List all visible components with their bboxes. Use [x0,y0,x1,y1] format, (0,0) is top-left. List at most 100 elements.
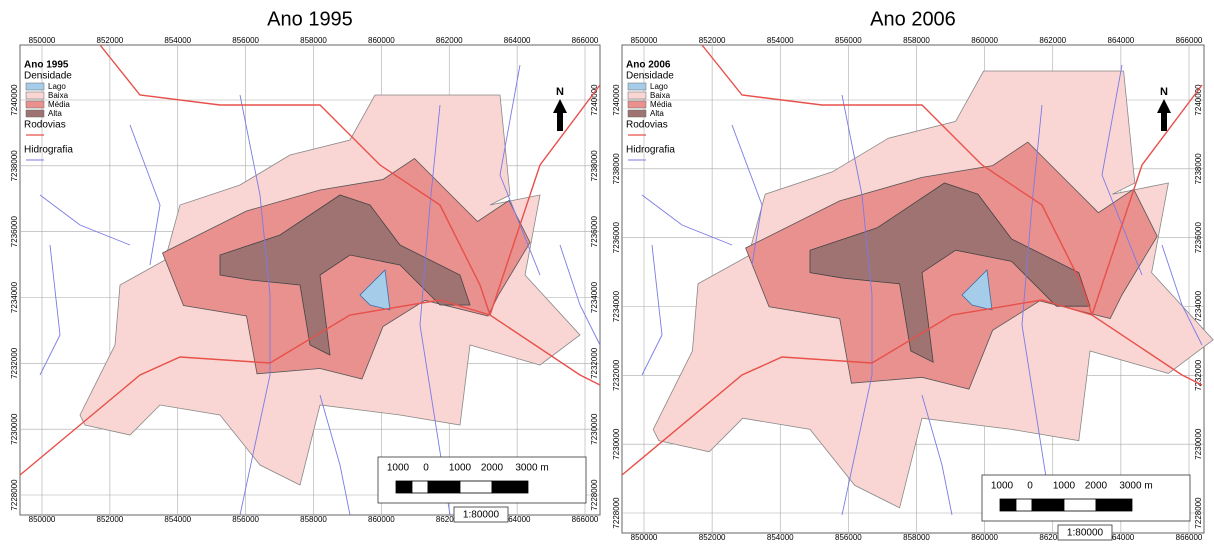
north-label: N [556,86,564,98]
river [731,124,763,266]
y-tick-label: 7232000 [1194,359,1203,391]
y-tick-label: 7240000 [612,84,621,116]
legend-label: Rodovias [24,120,66,131]
x-tick-label: 860000 [971,533,998,542]
road [19,299,601,476]
map-panel: 850000 850000 852000 852000 854000 854000 8560… [10,36,601,524]
scale-box [981,474,1191,522]
scale-segment [491,480,529,494]
y-tick-label: 7230000 [1194,428,1203,460]
x-tick-label: 856000 [232,515,259,524]
river [641,194,733,246]
scale-label: 2000 [481,463,504,474]
x-tick-label: 866000 [1176,36,1203,45]
legend-swatch [627,91,647,100]
area-alta [219,194,471,356]
y-tick-label: 7238000 [10,150,19,182]
x-tick-label: 856000 [835,36,862,45]
x-tick-label: 858000 [903,36,930,45]
y-tick-label: 7234000 [590,281,599,313]
x-tick-label: 864000 [504,36,531,45]
north-label: N [1160,86,1168,98]
scale-segment [1063,498,1097,512]
scale-segment [999,498,1017,512]
x-tick-label: 866000 [572,515,599,524]
y-tick-label: 7234000 [10,281,19,313]
legend-swatch [627,100,647,109]
scale-segment [1095,498,1133,512]
scale-label: 3000 m [1119,481,1152,492]
y-tick-label: 7232000 [10,347,19,379]
x-tick-label: 858000 [903,533,930,542]
x-tick-label: 862000 [436,36,463,45]
legend-swatch [627,82,647,91]
x-tick-label: 852000 [699,533,726,542]
scale-label: 0 [423,463,429,474]
river [129,124,161,266]
x-tick-label: 854000 [767,36,794,45]
legend-label: Lago [650,82,668,91]
x-tick-label: 864000 [1108,36,1135,45]
scale-segment [1031,498,1065,512]
north-arrow [1157,99,1171,131]
legend-label: Média [48,100,70,109]
river [559,244,601,346]
x-tick-label: 856000 [835,533,862,542]
x-tick-label: 858000 [300,515,327,524]
map-panel: 850000 850000 852000 852000 854000 854000 8560… [612,36,1214,542]
legend-label: Hidrografia [24,145,73,156]
x-tick-label: 864000 [1108,533,1135,542]
scale-label: 1000 [387,463,410,474]
area-media [745,141,1158,390]
y-tick-label: 7238000 [612,153,621,185]
area-alta [809,182,1091,363]
x-tick-label: 860000 [368,36,395,45]
x-tick-label: 860000 [368,515,395,524]
x-tick-label: 860000 [971,36,998,45]
x-tick-label: 866000 [572,36,599,45]
y-tick-label: 7238000 [1194,153,1203,185]
x-tick-label: 864000 [504,515,531,524]
y-tick-label: 7228000 [612,497,621,529]
panel-title: Ano 2006 [870,8,956,30]
x-tick-label: 850000 [631,36,658,45]
y-tick-label: 7230000 [10,413,19,445]
river [319,394,351,516]
river [239,94,271,516]
legend-title: Ano 2006 [626,60,671,71]
x-tick-label: 866000 [1176,533,1203,542]
legend-swatch [25,91,45,100]
x-tick-label: 850000 [29,36,56,45]
road [701,44,1093,316]
y-tick-label: 7238000 [590,150,599,182]
river [419,104,451,516]
legend-swatch [25,109,45,118]
y-tick-label: 7234000 [1194,290,1203,322]
legend-subtitle: Densidade [24,71,72,82]
legend-label: Baixa [48,91,69,100]
panel-title: Ano 1995 [267,8,353,30]
river [921,394,953,516]
river [1161,244,1203,346]
y-tick-label: 7232000 [612,359,621,391]
north-arrow [553,99,567,131]
scale-label: 1000 [449,463,472,474]
legend-swatch [25,82,45,91]
river [39,194,131,246]
legend-label: Alta [48,109,62,118]
area-lago [359,269,391,311]
river [841,94,873,516]
legend-label: Rodovias [626,120,668,131]
y-tick-label: 7230000 [612,428,621,460]
river [641,244,663,376]
scale-label: 0 [1027,481,1033,492]
scale-ratio-box [1057,524,1113,541]
road [1091,84,1203,316]
scale-segment [427,480,461,494]
y-tick-label: 7236000 [590,216,599,248]
scale-segment [1015,498,1033,512]
y-tick-label: 7230000 [590,413,599,445]
legend-label: Hidrografia [626,145,675,156]
